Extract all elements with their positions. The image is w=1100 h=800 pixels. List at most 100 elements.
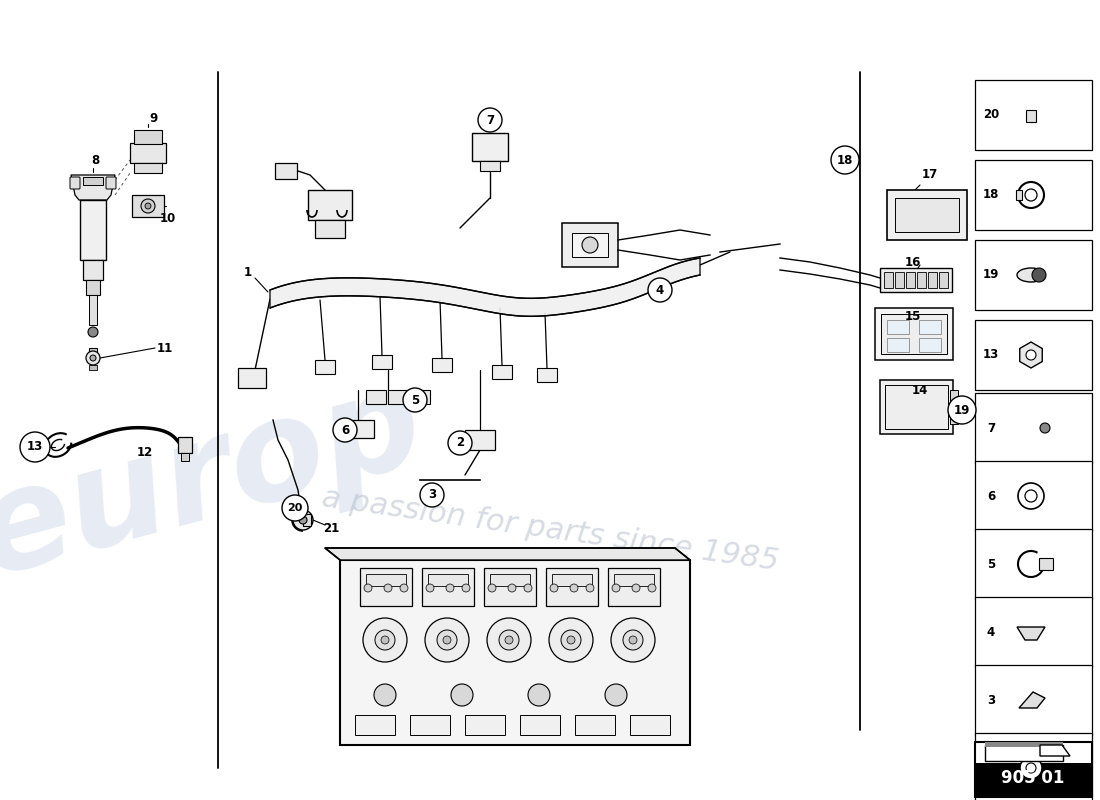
FancyBboxPatch shape bbox=[432, 358, 452, 372]
Circle shape bbox=[830, 146, 859, 174]
Text: 6: 6 bbox=[987, 490, 996, 502]
FancyBboxPatch shape bbox=[906, 272, 915, 288]
Circle shape bbox=[561, 630, 581, 650]
Text: 6: 6 bbox=[341, 423, 349, 437]
Polygon shape bbox=[324, 548, 690, 560]
FancyBboxPatch shape bbox=[917, 272, 926, 288]
Circle shape bbox=[425, 618, 469, 662]
Circle shape bbox=[426, 584, 434, 592]
Circle shape bbox=[499, 630, 519, 650]
FancyBboxPatch shape bbox=[884, 272, 893, 288]
FancyBboxPatch shape bbox=[975, 529, 1092, 599]
Circle shape bbox=[508, 584, 516, 592]
Circle shape bbox=[629, 636, 637, 644]
Circle shape bbox=[1026, 763, 1036, 773]
FancyBboxPatch shape bbox=[89, 365, 97, 370]
FancyBboxPatch shape bbox=[874, 308, 953, 360]
Polygon shape bbox=[1018, 627, 1045, 640]
Text: 18: 18 bbox=[982, 189, 999, 202]
Circle shape bbox=[299, 516, 307, 524]
Circle shape bbox=[374, 684, 396, 706]
Circle shape bbox=[1020, 757, 1042, 779]
FancyBboxPatch shape bbox=[975, 665, 1092, 735]
FancyBboxPatch shape bbox=[918, 338, 940, 352]
FancyBboxPatch shape bbox=[939, 272, 948, 288]
Text: 2: 2 bbox=[987, 762, 996, 774]
Circle shape bbox=[400, 584, 408, 592]
Circle shape bbox=[451, 684, 473, 706]
Text: 7: 7 bbox=[486, 114, 494, 126]
Circle shape bbox=[86, 351, 100, 365]
FancyBboxPatch shape bbox=[492, 365, 512, 379]
FancyBboxPatch shape bbox=[895, 272, 904, 288]
Text: 13: 13 bbox=[983, 349, 999, 362]
FancyBboxPatch shape bbox=[132, 195, 164, 217]
FancyBboxPatch shape bbox=[572, 233, 608, 257]
Circle shape bbox=[605, 684, 627, 706]
Circle shape bbox=[443, 636, 451, 644]
FancyBboxPatch shape bbox=[552, 574, 592, 586]
Text: europ: europ bbox=[0, 356, 438, 604]
Circle shape bbox=[145, 203, 151, 209]
Circle shape bbox=[446, 584, 454, 592]
FancyBboxPatch shape bbox=[372, 355, 392, 369]
FancyBboxPatch shape bbox=[880, 380, 953, 434]
Text: 19: 19 bbox=[954, 403, 970, 417]
FancyBboxPatch shape bbox=[315, 360, 336, 374]
Circle shape bbox=[1026, 350, 1036, 360]
FancyBboxPatch shape bbox=[490, 574, 530, 586]
FancyBboxPatch shape bbox=[388, 390, 408, 404]
Circle shape bbox=[487, 618, 531, 662]
FancyBboxPatch shape bbox=[608, 568, 660, 606]
Text: 20: 20 bbox=[287, 503, 303, 513]
Text: 10: 10 bbox=[160, 211, 176, 225]
FancyBboxPatch shape bbox=[975, 240, 1092, 310]
Circle shape bbox=[1032, 268, 1046, 282]
Circle shape bbox=[20, 432, 50, 462]
FancyBboxPatch shape bbox=[1026, 110, 1036, 122]
Text: 905 01: 905 01 bbox=[1001, 769, 1065, 787]
Circle shape bbox=[524, 584, 532, 592]
Text: 5: 5 bbox=[987, 558, 996, 570]
Circle shape bbox=[1025, 189, 1037, 201]
Circle shape bbox=[364, 584, 372, 592]
FancyBboxPatch shape bbox=[410, 390, 430, 404]
Polygon shape bbox=[270, 258, 700, 316]
FancyBboxPatch shape bbox=[315, 220, 345, 238]
Circle shape bbox=[462, 584, 470, 592]
Circle shape bbox=[448, 431, 472, 455]
Circle shape bbox=[582, 237, 598, 253]
FancyBboxPatch shape bbox=[881, 314, 947, 354]
FancyBboxPatch shape bbox=[975, 80, 1092, 150]
FancyBboxPatch shape bbox=[465, 715, 505, 735]
FancyBboxPatch shape bbox=[630, 715, 670, 735]
Text: 4: 4 bbox=[987, 626, 996, 638]
Text: 7: 7 bbox=[987, 422, 996, 434]
Text: 1: 1 bbox=[244, 266, 252, 278]
Text: 13: 13 bbox=[26, 441, 43, 454]
Text: 20: 20 bbox=[983, 109, 999, 122]
Text: 4: 4 bbox=[656, 283, 664, 297]
FancyBboxPatch shape bbox=[484, 568, 536, 606]
FancyBboxPatch shape bbox=[887, 320, 909, 334]
FancyBboxPatch shape bbox=[984, 742, 1063, 747]
FancyBboxPatch shape bbox=[472, 133, 508, 161]
Circle shape bbox=[586, 584, 594, 592]
Circle shape bbox=[282, 495, 308, 521]
FancyBboxPatch shape bbox=[887, 338, 909, 352]
Circle shape bbox=[505, 636, 513, 644]
Text: 5: 5 bbox=[411, 394, 419, 406]
FancyBboxPatch shape bbox=[918, 320, 940, 334]
FancyBboxPatch shape bbox=[984, 745, 1063, 761]
Text: 19: 19 bbox=[982, 269, 999, 282]
Polygon shape bbox=[72, 175, 116, 200]
Circle shape bbox=[293, 510, 314, 530]
Polygon shape bbox=[1019, 692, 1045, 708]
Circle shape bbox=[141, 199, 155, 213]
FancyBboxPatch shape bbox=[1016, 190, 1022, 200]
FancyBboxPatch shape bbox=[275, 163, 297, 179]
Circle shape bbox=[1018, 182, 1044, 208]
Circle shape bbox=[384, 584, 392, 592]
FancyBboxPatch shape bbox=[975, 461, 1092, 531]
Circle shape bbox=[570, 584, 578, 592]
